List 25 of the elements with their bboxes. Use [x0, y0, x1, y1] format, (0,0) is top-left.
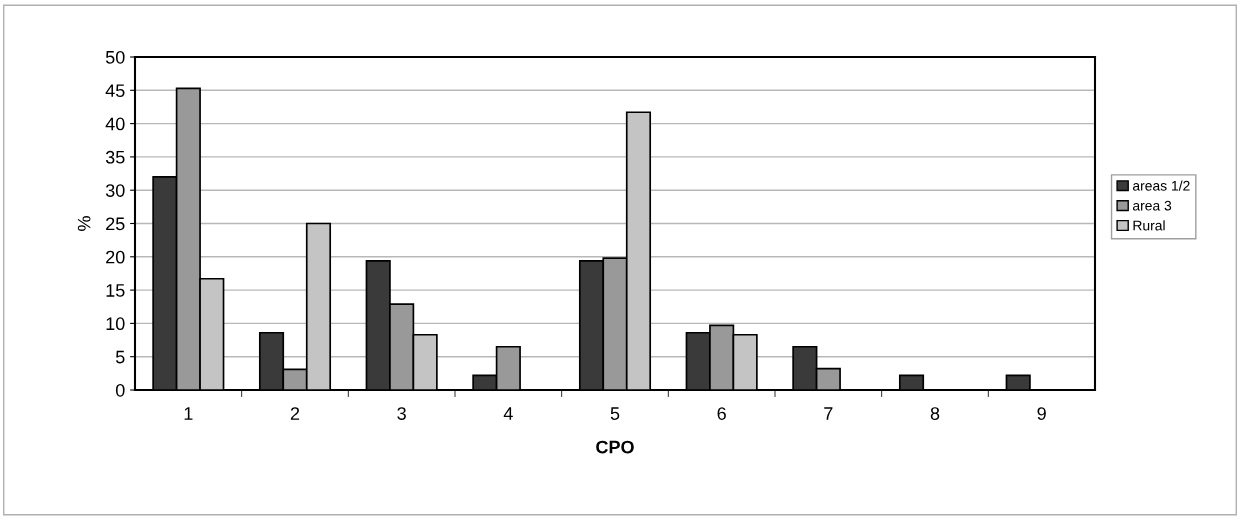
legend-label: areas 1/2 [1132, 180, 1190, 191]
y-tick-label: 50 [105, 50, 125, 64]
x-tick-label: 9 [1037, 407, 1046, 420]
y-tick-label: 20 [106, 250, 125, 264]
legend-label: Rural [1133, 220, 1165, 231]
x-axis-title: CPO [596, 440, 634, 454]
y-tick-label: 45 [105, 84, 125, 98]
y-tick-label: 30 [105, 184, 125, 197]
y-tick-label: 5 [115, 350, 125, 364]
x-tick-label: 3 [397, 407, 406, 420]
y-tick-label: 25 [106, 217, 125, 231]
y-tick-label: 0 [115, 383, 125, 397]
x-tick-label: 7 [824, 407, 833, 420]
y-axis-title: % [77, 216, 91, 231]
y-tick-label: 35 [105, 150, 125, 164]
y-tick-label: 40 [105, 117, 125, 131]
x-tick-label: 6 [717, 407, 726, 420]
x-tick-label: 2 [290, 407, 300, 420]
x-tick-label: 8 [930, 407, 940, 420]
y-tick-label: 10 [106, 317, 125, 331]
y-tick-label: 15 [106, 284, 125, 297]
legend-label: area 3 [1132, 200, 1172, 211]
x-tick-label: 5 [610, 407, 620, 420]
x-tick-label: 4 [503, 407, 513, 420]
x-tick-label: 1 [184, 407, 193, 420]
